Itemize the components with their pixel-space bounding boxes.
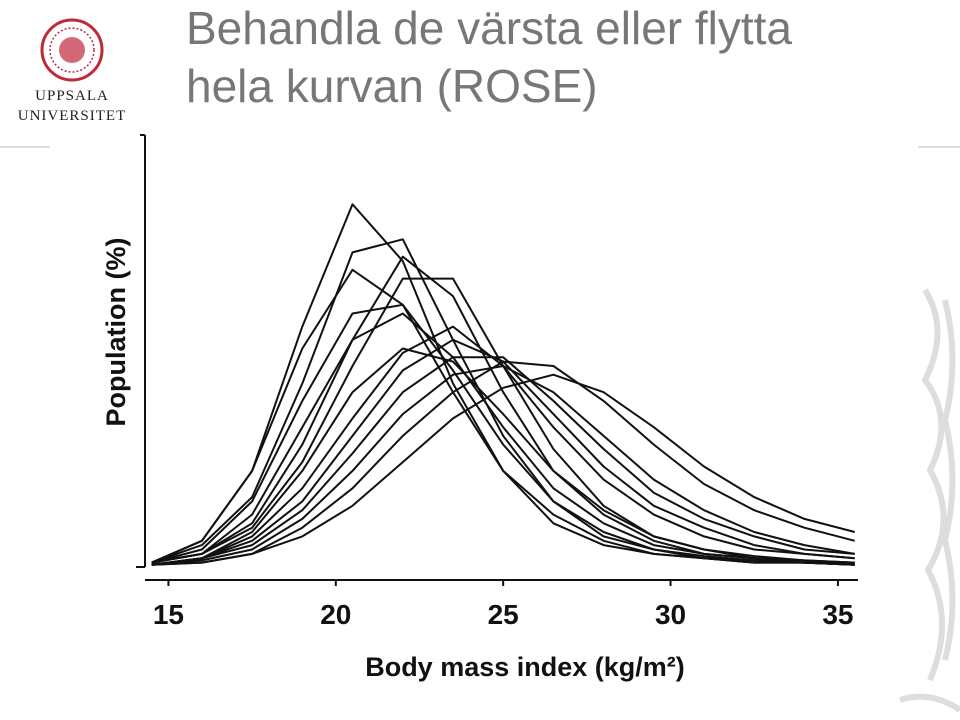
- x-axis-label: Body mass index (kg/m²): [365, 652, 685, 682]
- slide-title: hela kurvan (ROSE): [186, 60, 598, 112]
- y-axis-label: Population (%): [101, 238, 131, 427]
- logo-seal: [40, 18, 104, 82]
- curve: [151, 347, 855, 566]
- slide-title: Behandla de värsta eller flytta: [186, 2, 792, 54]
- x-tick-label: 20: [320, 599, 351, 630]
- plot: 15 20 25 30 35: [151, 203, 855, 630]
- x-tick-label: 25: [488, 599, 519, 630]
- curve: [151, 303, 855, 566]
- decoration: [899, 288, 960, 713]
- logo-text: UNIVERSITET: [18, 108, 127, 124]
- curve: [151, 356, 855, 566]
- curve: [151, 373, 855, 566]
- curve: [151, 268, 855, 566]
- curve: [151, 360, 855, 566]
- x-tick-label: 30: [655, 599, 686, 630]
- x-tick-label: 15: [153, 599, 184, 630]
- curve: [151, 312, 855, 564]
- curve: [151, 365, 855, 566]
- x-tick-label: 35: [822, 599, 853, 630]
- logo-text: UPPSALA: [35, 88, 109, 104]
